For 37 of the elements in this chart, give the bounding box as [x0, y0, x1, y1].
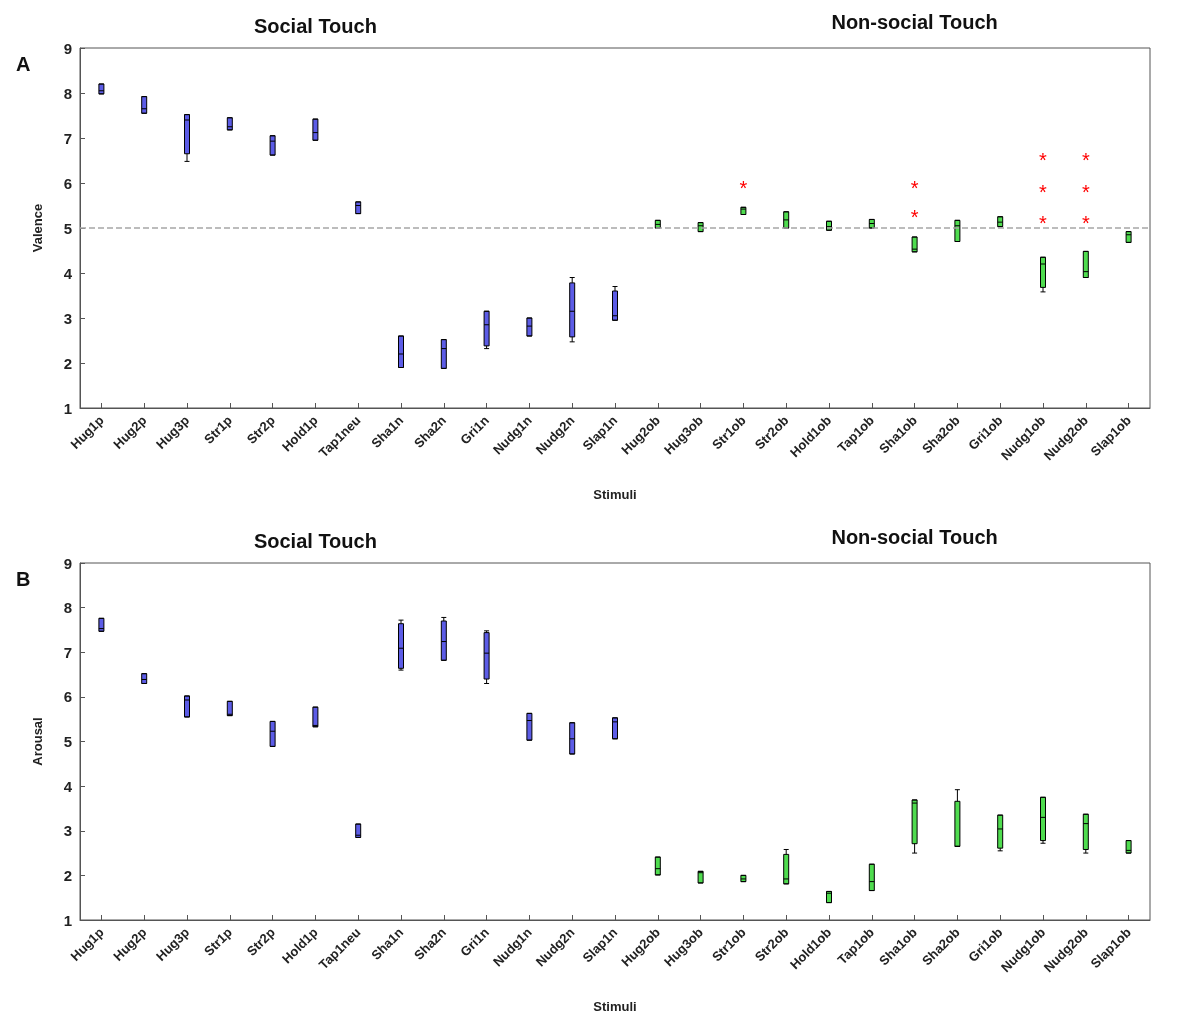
annotation: *	[910, 177, 919, 200]
y-axis-title: Valence	[30, 203, 45, 253]
y-tick-label: 6	[63, 688, 72, 706]
y-tick-label: 8	[63, 599, 72, 617]
y-tick-label: 7	[63, 643, 72, 661]
text: A	[16, 53, 31, 75]
x-axis-title: Stimuli	[593, 999, 637, 1014]
annotation: *	[910, 206, 919, 229]
y-tick-label: 6	[63, 174, 72, 192]
y-tick-label: 9	[63, 554, 72, 572]
y-tick-label: 3	[63, 309, 72, 327]
y-tick-label: 4	[63, 264, 73, 282]
y-tick-label: 4	[63, 777, 73, 795]
text: Non-social Touch	[831, 11, 998, 33]
annotation: *	[1039, 148, 1048, 171]
y-tick-label: 3	[63, 822, 72, 840]
y-tick-label: 9	[63, 39, 72, 57]
y-tick-label: 2	[63, 866, 72, 884]
annotation: *	[739, 177, 748, 200]
text: Social Touch	[253, 530, 377, 552]
y-tick-label: 5	[63, 219, 72, 237]
annotation: *	[1081, 148, 1090, 171]
text: Social Touch	[253, 15, 377, 37]
annotation: *	[1081, 181, 1090, 203]
y-tick-label: 5	[63, 733, 72, 750]
text: Non-social Touch	[831, 526, 998, 548]
y-tick-label: 7	[63, 129, 72, 147]
annotation: *	[1039, 181, 1048, 203]
y-tick-label: 2	[63, 354, 72, 372]
y-tick-label: 8	[63, 84, 72, 102]
y-axis-title: Arousal	[30, 717, 45, 766]
annotation: *	[1081, 211, 1090, 234]
y-tick-label: 1	[63, 911, 72, 929]
x-axis-title: Stimuli	[593, 487, 637, 502]
annotation: *	[1039, 211, 1048, 234]
text: B	[16, 568, 31, 590]
y-tick-label: 1	[63, 399, 72, 417]
